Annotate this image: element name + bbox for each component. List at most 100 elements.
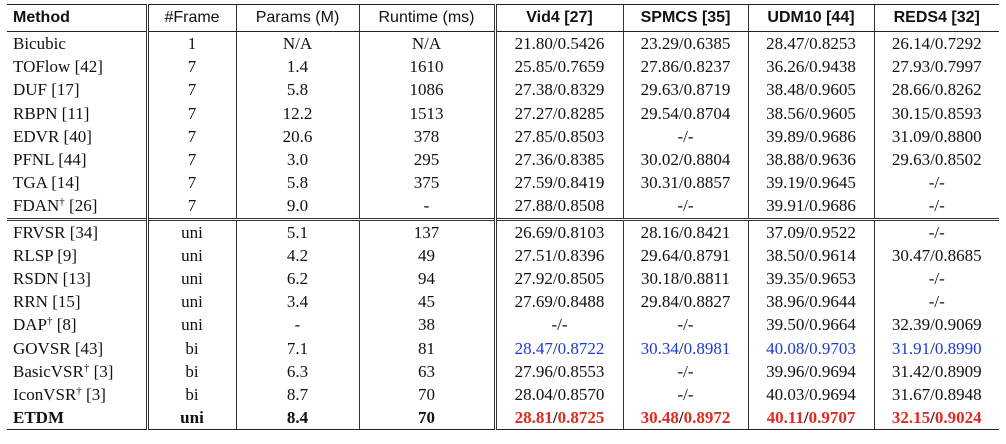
cell-params: 4.2 xyxy=(236,243,360,268)
score-best: 32.15 xyxy=(891,408,931,428)
dagger-mark: † xyxy=(47,315,53,328)
header-udm10: UDM10 [44] xyxy=(748,4,875,32)
score-text: 29.64/0.8791 xyxy=(640,245,731,265)
cell-vid4: 28.81/0.8725 xyxy=(495,406,624,431)
score-text: 38.96/0.9644 xyxy=(766,292,856,312)
method-citation: [26] xyxy=(64,196,98,216)
cell-udm10: 37.09/0.9522 xyxy=(748,217,875,244)
method-name: RRN xyxy=(13,292,48,312)
cell-udm10: 40.08/0.9703 xyxy=(748,336,875,360)
method-name: ETDM xyxy=(13,408,64,428)
score-text: / xyxy=(552,338,558,358)
method-name: EDVR xyxy=(13,126,60,146)
score-text: 39.35/0.9653 xyxy=(766,269,856,289)
score-text: 29.63/0.8502 xyxy=(891,150,982,170)
cell-reds4: -/- xyxy=(874,290,999,313)
score-text: 38.88/0.9636 xyxy=(766,150,856,170)
cell-udm10: 38.88/0.9636 xyxy=(748,148,875,172)
score-text: 31.67/0.8948 xyxy=(891,385,982,405)
results-table-container: Method #Frame Params (M) Runtime (ms) Vi… xyxy=(7,4,999,431)
cell-reds4: 31.67/0.8948 xyxy=(874,383,999,406)
cell-runtime: 45 xyxy=(359,290,497,314)
score-text: 27.51/0.8396 xyxy=(514,245,605,265)
method-citation: [40] xyxy=(59,126,92,146)
cell-params: 7.1 xyxy=(236,336,360,360)
cell-method: DUF [17] xyxy=(7,78,149,102)
header-vid4: Vid4 [27] xyxy=(495,4,624,32)
score-text: 36.26/0.9438 xyxy=(766,57,856,77)
cell-udm10: 40.11/0.9707 xyxy=(748,406,875,431)
table-row: DUF [17] 7 5.8 1086 27.38/0.8329 29.63/0.8719… xyxy=(7,78,999,102)
score-second: 0.8722 xyxy=(557,338,605,358)
cell-reds4: 29.63/0.8502 xyxy=(874,148,999,171)
table-row: ETDM uni 8.4 70 28.81/0.8725 30.48/0.8972 40.1… xyxy=(7,406,999,431)
score-text: 27.69/0.8488 xyxy=(514,292,605,312)
method-name: RSDN xyxy=(13,269,59,289)
cell-runtime: N/A xyxy=(359,31,497,56)
cell-params: 5.8 xyxy=(236,171,360,195)
score-text: / xyxy=(804,338,810,358)
cell-runtime: 295 xyxy=(359,148,497,172)
header-spmcs: SPMCS [35] xyxy=(623,4,749,32)
method-name: Bicubic xyxy=(13,34,66,53)
cell-spmcs: 29.54/0.8704 xyxy=(623,101,749,125)
score-text: -/- xyxy=(928,173,945,193)
score-text: 39.50/0.9664 xyxy=(766,315,856,335)
cell-params: 6.3 xyxy=(236,359,360,384)
score-second: 0.8990 xyxy=(934,338,982,358)
cell-params: 9.0 xyxy=(236,194,360,220)
header-reds4: REDS4 [32] xyxy=(874,4,999,32)
score-best: 0.8725 xyxy=(557,408,605,428)
table-row: BasicVSR† [3] bi 6.3 63 27.96/0.8553 -/- 39.96… xyxy=(7,359,999,384)
score-text: 27.59/0.8419 xyxy=(514,173,605,193)
cell-params: 5.8 xyxy=(236,78,360,102)
cell-method: RBPN [11] xyxy=(7,101,149,125)
score-text: 21.80/0.5426 xyxy=(514,34,605,53)
cell-spmcs: 30.48/0.8972 xyxy=(623,406,749,431)
score-text: 27.88/0.8508 xyxy=(514,196,605,216)
score-best: 28.81 xyxy=(514,408,553,428)
cell-runtime: 94 xyxy=(359,267,497,291)
cell-reds4: -/- xyxy=(874,171,999,194)
cell-frame: uni xyxy=(147,406,237,431)
cell-params: 20.6 xyxy=(236,124,360,149)
cell-method: BasicVSR† [3] xyxy=(7,359,149,384)
cell-reds4: -/- xyxy=(874,267,999,290)
score-text: 38.56/0.9605 xyxy=(766,103,856,123)
cell-method: DAP† [8] xyxy=(7,313,149,337)
method-citation: [14] xyxy=(47,173,80,193)
table-row: TGA [14] 7 5.8 375 27.59/0.8419 30.31/0.8857 3… xyxy=(7,171,999,195)
table-row: EDVR [40] 7 20.6 378 27.85/0.8503 -/- 39.89/0.… xyxy=(7,124,999,149)
cell-udm10: 38.50/0.9614 xyxy=(748,243,875,268)
table-row: RBPN [11] 7 12.2 1513 27.27/0.8285 29.54/0.87… xyxy=(7,101,999,125)
score-text: -/- xyxy=(928,269,945,289)
cell-spmcs: 30.34/0.8981 xyxy=(623,336,749,360)
cell-method: FRVSR [34] xyxy=(7,217,149,244)
score-text: -/- xyxy=(928,292,945,312)
score-text: 39.91/0.9686 xyxy=(766,196,856,216)
score-text: 23.29/0.6385 xyxy=(640,34,731,53)
table-row: TOFlow [42] 7 1.4 1610 25.85/0.7659 27.86/0.8… xyxy=(7,55,999,79)
cell-udm10: 38.56/0.9605 xyxy=(748,101,875,125)
method-citation: [9] xyxy=(53,245,78,265)
cell-frame: bi xyxy=(147,383,237,407)
method-name: DAP xyxy=(13,315,48,335)
cell-runtime: 70 xyxy=(359,383,497,407)
score-text: 30.31/0.8857 xyxy=(640,173,731,193)
cell-frame: uni xyxy=(147,267,237,291)
cell-vid4: 26.69/0.8103 xyxy=(495,217,624,244)
score-text: -/- xyxy=(677,196,694,216)
cell-frame: uni xyxy=(147,313,237,337)
cell-spmcs: -/- xyxy=(623,124,749,149)
table-row: IconVSR† [3] bi 8.7 70 28.04/0.8570 -/- 40.03/… xyxy=(7,383,999,407)
method-name: BasicVSR xyxy=(13,361,84,381)
cell-frame: 1 xyxy=(147,31,237,56)
cell-reds4: 32.15/0.9024 xyxy=(874,406,999,431)
cell-params: N/A xyxy=(236,31,360,56)
score-text: 39.89/0.9686 xyxy=(766,126,856,146)
cell-reds4: 31.91/0.8990 xyxy=(874,337,999,360)
cell-params: 12.2 xyxy=(236,101,360,125)
method-citation: [8] xyxy=(52,315,77,335)
results-table: Method #Frame Params (M) Runtime (ms) Vi… xyxy=(7,4,999,431)
cell-spmcs: 29.63/0.8719 xyxy=(623,78,749,102)
